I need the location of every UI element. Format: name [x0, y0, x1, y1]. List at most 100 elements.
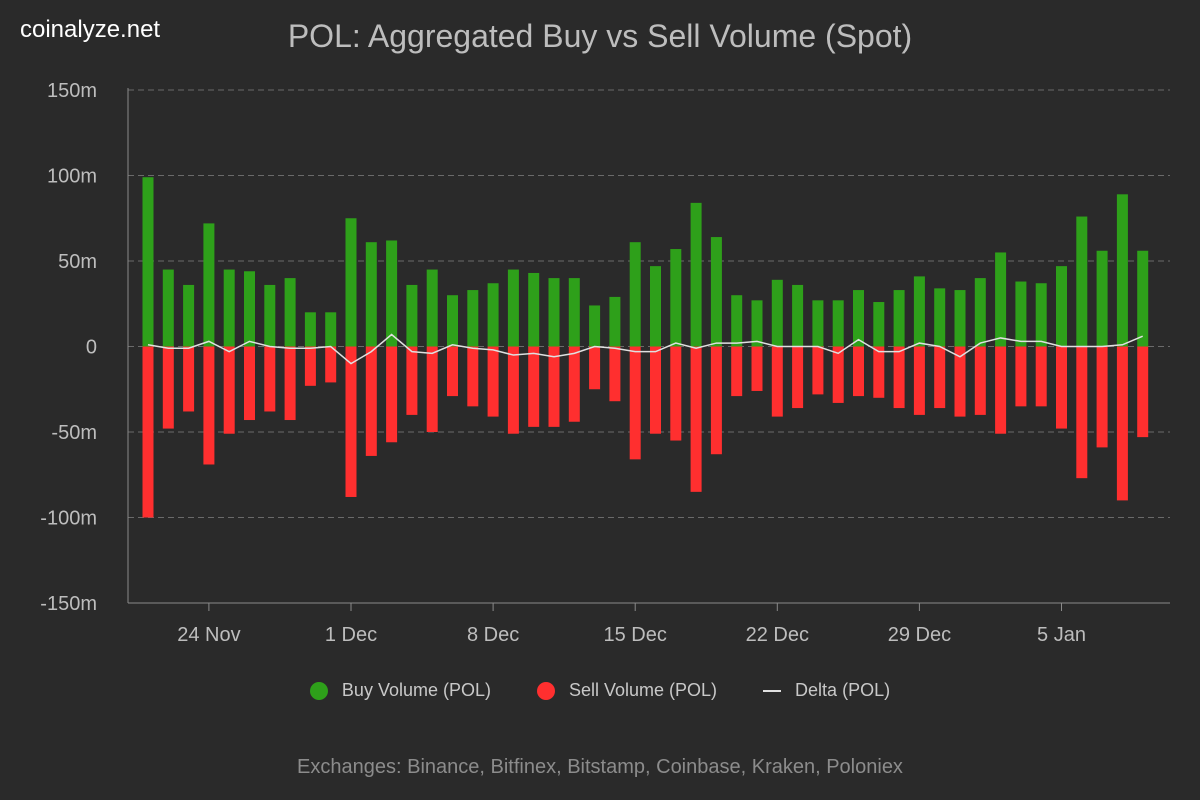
sell-bar — [223, 346, 235, 434]
sell-bar — [710, 346, 722, 455]
legend: Buy Volume (POL) Sell Volume (POL) Delta… — [0, 680, 1200, 701]
sell-bar — [650, 346, 661, 434]
x-tick-label: 22 Dec — [746, 624, 809, 646]
x-tick-label: 5 Jan — [1037, 624, 1086, 646]
buy-bar — [650, 266, 661, 347]
buy-bar — [812, 300, 824, 347]
buy-bar — [629, 242, 641, 347]
sell-bar — [183, 346, 195, 412]
legend-buy-label: Buy Volume (POL) — [341, 680, 491, 700]
sell-bar — [792, 346, 804, 409]
sell-bar — [913, 346, 925, 415]
buy-bar — [223, 269, 235, 347]
sell-bar — [771, 346, 783, 417]
sell-bar — [345, 346, 357, 497]
sell-bar — [1076, 346, 1088, 479]
y-tick-label: 50m — [58, 251, 97, 273]
buy-bar — [447, 295, 458, 347]
buy-bar — [913, 276, 925, 347]
y-tick-label: -150m — [40, 593, 97, 615]
sell-bar — [304, 346, 316, 386]
sell-bar — [893, 346, 905, 409]
buy-bar — [589, 305, 601, 347]
buy-bar — [609, 296, 621, 347]
y-tick-label: -100m — [40, 508, 97, 530]
sell-bar — [142, 346, 154, 518]
buy-bar — [1035, 283, 1047, 347]
buy-bar — [345, 218, 357, 347]
sell-bar — [447, 346, 458, 397]
buy-bar — [792, 284, 804, 347]
delta-line — [147, 333, 1143, 365]
buy-bar — [731, 295, 743, 347]
legend-sell[interactable]: Sell Volume (POL) — [536, 680, 718, 701]
sell-bar — [1116, 346, 1128, 501]
buy-bar — [183, 284, 195, 347]
buy-bar — [203, 223, 215, 347]
y-tick-label: 100m — [47, 166, 97, 188]
buy-bar — [670, 249, 682, 347]
buy-bar — [1015, 281, 1027, 347]
x-tick-label: 29 Dec — [888, 624, 951, 646]
sell-bar — [873, 346, 885, 398]
sell-bar — [629, 346, 641, 460]
buy-bar — [487, 283, 499, 347]
delta-line-icon — [763, 689, 782, 692]
legend-delta[interactable]: Delta (POL) — [763, 680, 890, 701]
legend-delta-label: Delta (POL) — [795, 680, 891, 700]
buy-bar — [406, 284, 418, 347]
sell-bar — [1035, 346, 1047, 407]
sell-bar — [426, 346, 438, 432]
exchanges-footer: Exchanges: Binance, Bitfinex, Bitstamp, … — [297, 756, 903, 778]
sell-bar — [995, 346, 1007, 434]
buy-bar — [528, 272, 540, 347]
buy-bar — [1116, 194, 1128, 347]
buy-bar — [304, 312, 316, 347]
sell-dot-icon — [536, 681, 555, 700]
sell-bar — [487, 346, 499, 417]
buy-bar — [244, 271, 255, 347]
buy-bar — [386, 240, 398, 347]
sell-bar — [1015, 346, 1027, 407]
y-tick-label: 0 — [86, 337, 97, 359]
chart-title: POL: Aggregated Buy vs Sell Volume (Spot… — [287, 18, 913, 54]
buy-bar — [568, 278, 580, 347]
sell-bar — [934, 346, 946, 409]
sell-bar — [1096, 346, 1108, 448]
legend-buy[interactable]: Buy Volume (POL) — [309, 680, 491, 701]
sell-bar — [203, 346, 215, 465]
sell-bar — [812, 346, 824, 395]
buy-bar — [548, 278, 560, 347]
buy-bar — [325, 312, 337, 347]
brand-logo[interactable]: coinalyze.net — [20, 16, 161, 43]
y-tick-label: 150m — [47, 80, 97, 102]
sell-bar — [832, 346, 844, 403]
buy-bar — [467, 290, 479, 347]
sell-bar — [1137, 346, 1149, 438]
buy-bar — [974, 278, 986, 347]
buy-bar — [873, 302, 885, 347]
sell-bar — [731, 346, 743, 397]
sell-bar — [690, 346, 702, 492]
sell-bar — [264, 346, 276, 412]
buy-bar — [284, 278, 296, 347]
sell-bar — [528, 346, 540, 427]
buy-bar — [1076, 216, 1088, 347]
x-tick-label: 8 Dec — [467, 624, 519, 646]
buy-bar — [426, 269, 438, 347]
buy-bar — [264, 284, 276, 347]
x-tick-label: 15 Dec — [604, 624, 667, 646]
buy-bar — [1137, 250, 1149, 347]
buy-bar — [507, 269, 519, 347]
sell-bar — [609, 346, 621, 402]
sell-bar — [751, 346, 763, 391]
buy-bar — [690, 202, 702, 347]
sell-bar — [1056, 346, 1067, 429]
sell-bar — [406, 346, 418, 415]
buy-bar — [751, 300, 763, 347]
buy-bar — [1096, 250, 1108, 347]
sell-bar — [954, 346, 966, 417]
legend-sell-label: Sell Volume (POL) — [568, 680, 718, 700]
x-tick-label: 1 Dec — [325, 624, 377, 646]
